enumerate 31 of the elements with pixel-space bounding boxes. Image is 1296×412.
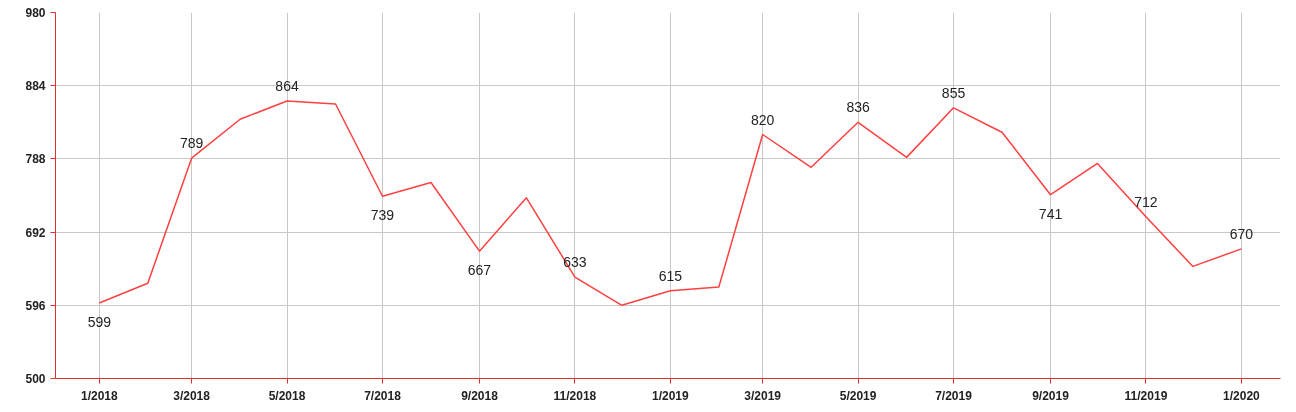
data-label: 836 bbox=[846, 99, 870, 116]
x-tick-label: 3/2019 bbox=[744, 388, 782, 403]
x-tick-label: 7/2019 bbox=[935, 388, 973, 403]
data-label: 741 bbox=[1038, 205, 1063, 222]
data-label: 667 bbox=[467, 262, 492, 279]
data-label: 670 bbox=[1229, 225, 1254, 242]
data-label: 599 bbox=[87, 314, 112, 331]
x-tick-label: 1/2019 bbox=[652, 388, 690, 403]
x-tick-label: 9/2019 bbox=[1032, 388, 1070, 403]
y-tick-label: 884 bbox=[25, 79, 46, 94]
x-tick-label: 5/2018 bbox=[268, 388, 306, 403]
x-tick-label: 1/2018 bbox=[80, 388, 118, 403]
x-tick-label: 1/2020 bbox=[1223, 388, 1261, 403]
y-tick-label: 500 bbox=[25, 372, 46, 386]
data-label: 820 bbox=[750, 111, 775, 128]
y-tick-label: 788 bbox=[25, 152, 46, 167]
data-label: 739 bbox=[370, 207, 395, 224]
x-tick-label: 3/2018 bbox=[173, 388, 211, 403]
data-label: 615 bbox=[658, 267, 683, 284]
x-tick-label: 5/2019 bbox=[839, 388, 877, 403]
x-tick-label: 11/2019 bbox=[1124, 388, 1168, 403]
data-label: 712 bbox=[1134, 193, 1158, 210]
x-tick-label: 7/2018 bbox=[364, 388, 402, 403]
data-label: 855 bbox=[941, 84, 966, 101]
y-tick-label: 596 bbox=[25, 298, 46, 313]
y-tick-label: 692 bbox=[25, 225, 46, 240]
x-tick-label: 11/2018 bbox=[553, 388, 597, 403]
x-tick-label: 9/2018 bbox=[461, 388, 499, 403]
data-label: 789 bbox=[179, 135, 204, 152]
data-label: 864 bbox=[275, 77, 299, 94]
y-tick-label: 980 bbox=[25, 6, 46, 20]
